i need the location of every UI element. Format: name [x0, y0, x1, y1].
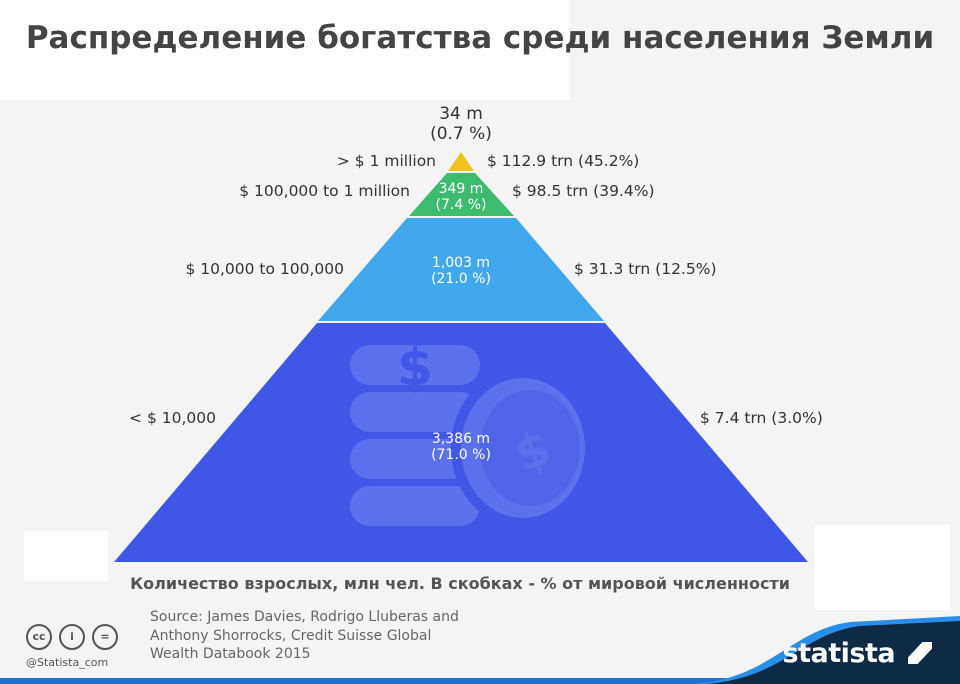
- tier-pct: (71.0 %): [431, 447, 491, 463]
- statista-logo: statista: [783, 638, 932, 669]
- tier-count: 1,003 m: [431, 255, 491, 271]
- svg-text:$: $: [397, 338, 433, 398]
- attribution-icon: i: [59, 624, 85, 650]
- background-patch: [815, 525, 950, 610]
- footer-band: [0, 616, 960, 684]
- background-patch: [24, 531, 108, 581]
- wealth-label: $ 10,000 to 100,000: [185, 260, 344, 278]
- tier-count: 3,386 m: [431, 431, 491, 447]
- tier-inner-label: 349 m (7.4 %): [401, 181, 521, 213]
- tier-pct: (7.4 %): [435, 197, 487, 213]
- tier-inner-label: 3,386 m (71.0 %): [401, 431, 521, 463]
- tier-100k-1m: [409, 173, 514, 216]
- wealth-label: < $ 10,000: [129, 409, 216, 427]
- title-background: [0, 0, 570, 100]
- source-text: Source: James Davies, Rodrigo Lluberas a…: [150, 608, 459, 664]
- source-line: Source: James Davies, Rodrigo Lluberas a…: [150, 609, 459, 625]
- tier-count: 349 m: [438, 181, 484, 197]
- axis-label: Количество взрослых, млн чел. В скобках …: [130, 574, 790, 593]
- cc-icon: cc: [26, 624, 52, 650]
- statista-logo-icon: [908, 642, 932, 664]
- wealth-label: $ 100,000 to 1 million: [239, 182, 410, 200]
- source-line: Wealth Databook 2015: [150, 646, 311, 662]
- top-tier-count: 34 m: [439, 104, 483, 124]
- statista-handle: @Statista_com: [26, 656, 109, 669]
- tier-inner-label: 1,003 m (21.0 %): [401, 255, 521, 287]
- source-line: Anthony Shorrocks, Credit Suisse Global: [150, 627, 432, 644]
- wealth-total-label: $ 112.9 trn (45.2%): [487, 152, 640, 170]
- wealth-label: > $ 1 million: [336, 152, 436, 170]
- statista-wordmark: statista: [782, 638, 896, 669]
- top-tier-pct: (0.7 %): [430, 124, 492, 144]
- tier-millionaires: [448, 152, 474, 171]
- wealth-total-label: $ 7.4 trn (3.0%): [700, 409, 823, 427]
- coins-icon: $ $: [350, 338, 595, 528]
- wealth-total-label: $ 98.5 trn (39.4%): [512, 182, 655, 200]
- top-tier-adults: 34 m (0.7 %): [401, 104, 521, 144]
- no-derivatives-icon: =: [92, 624, 118, 650]
- tier-pct: (21.0 %): [431, 271, 491, 287]
- wealth-total-label: $ 31.3 trn (12.5%): [574, 260, 717, 278]
- chart-title: Распределение богатства среди населения …: [25, 20, 935, 56]
- tier-10k-100k: [318, 218, 604, 321]
